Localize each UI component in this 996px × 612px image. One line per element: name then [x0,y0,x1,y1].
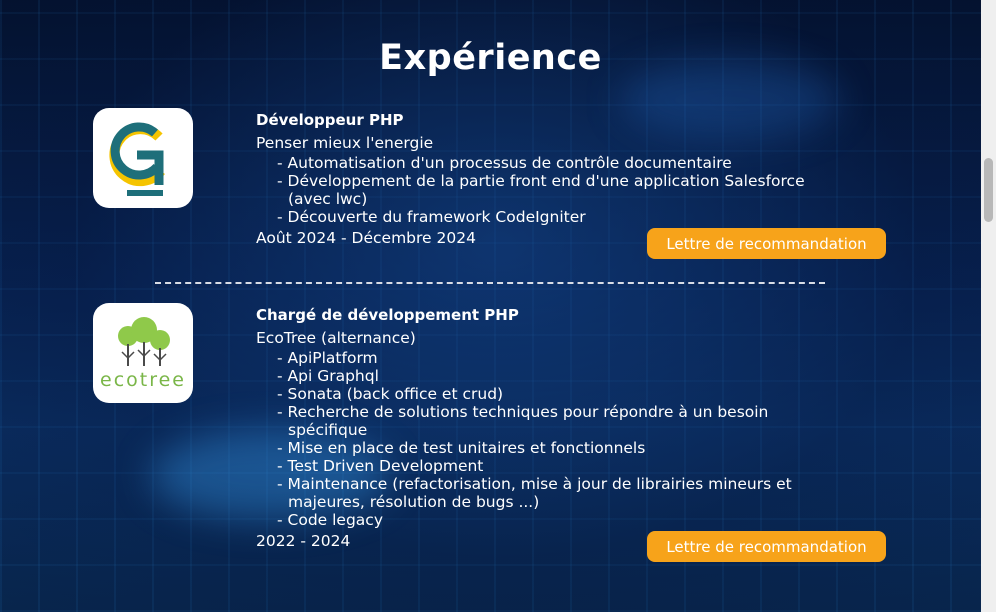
divider [155,282,825,284]
section-title: Expérience [379,38,602,78]
date-range: 2022 - 2024 [256,532,351,550]
list-item: - Code legacy [277,511,384,529]
company-name: EcoTree (alternance) [256,329,416,347]
experience-1: Développeur PHP Penser mieux l'energie -… [256,110,856,248]
scrollbar[interactable] [981,0,996,612]
list-item: - Test Driven Development [277,457,484,475]
company-logo-ecotree: ecotree [93,303,193,403]
list-item: - Api Graphql [277,367,379,385]
ecotree-logo-icon [118,317,170,366]
job-title: Chargé de développement PHP [256,306,519,324]
list-item: - Sonata (back office et crud) [277,385,504,403]
task-list: - Automatisation d'un processus de contr… [256,154,856,226]
experience-2: Chargé de développement PHP EcoTree (alt… [256,305,856,551]
company-name: Penser mieux l'energie [256,134,434,152]
list-item: - Mise en place de test unitaires et fon… [277,439,646,457]
list-item: - Développement de la partie front end d… [277,172,805,208]
list-item: - Maintenance (refactorisation, mise à j… [277,475,792,511]
list-item: - Recherche de solutions techniques pour… [277,403,769,439]
date-range: Août 2024 - Décembre 2024 [256,229,476,247]
ecotree-wordmark: ecotree [100,369,186,391]
list-item: - Automatisation d'un processus de contr… [277,154,732,172]
company-logo-pme [93,108,193,208]
recommendation-letter-button[interactable]: Lettre de recommandation [647,531,886,562]
scrollbar-thumb[interactable] [984,158,993,222]
pme-logo-icon [109,122,165,196]
recommendation-letter-button[interactable]: Lettre de recommandation [647,228,886,259]
list-item: - ApiPlatform [277,349,378,367]
job-title: Développeur PHP [256,111,404,129]
list-item: - Découverte du framework CodeIgniter [277,208,586,226]
task-list: - ApiPlatform - Api Graphql - Sonata (ba… [256,349,856,529]
